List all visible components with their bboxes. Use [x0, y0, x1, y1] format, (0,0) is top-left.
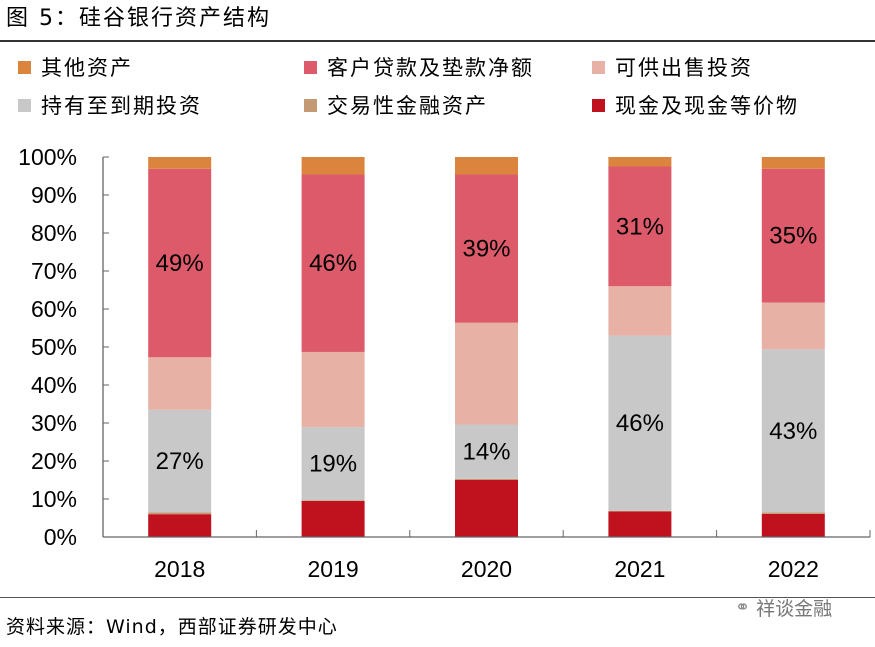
bar-segment — [301, 351, 365, 428]
watermark-text: 祥谈金融 — [756, 598, 833, 620]
legend-swatch — [304, 98, 317, 112]
figure-title: 图 5：硅谷银行资产结构 — [6, 6, 271, 31]
bar-segment — [301, 500, 365, 537]
legend-swatch — [18, 60, 31, 74]
y-tick-label: 70% — [31, 258, 77, 284]
legend-label: 可供出售投资 — [615, 56, 753, 80]
bar-segment — [148, 357, 212, 410]
legend-swatch — [592, 60, 605, 74]
watermark: ⚭ 祥谈金融 — [735, 594, 832, 621]
bar-segment — [608, 166, 672, 287]
x-tick-label: 2022 — [768, 556, 819, 582]
bar-segment — [608, 511, 672, 537]
bar-segment — [455, 174, 518, 323]
x-tick-label: 2018 — [154, 556, 205, 582]
bar-segment — [301, 157, 365, 175]
legend-label: 交易性金融资产 — [327, 94, 488, 118]
data-label: 49% — [156, 250, 204, 277]
bar-segment — [148, 512, 212, 515]
data-label: 46% — [616, 410, 664, 437]
legend-item: 可供出售投资 — [592, 52, 753, 82]
bar-segment — [761, 302, 825, 350]
legend-item: 持有至到期投资 — [18, 90, 202, 120]
y-tick-label: 50% — [31, 334, 77, 360]
legend-item: 现金及现金等价物 — [592, 90, 799, 120]
bar-segment — [301, 174, 365, 352]
x-tick-label: 2019 — [308, 556, 359, 582]
legend-swatch — [304, 60, 317, 74]
legend-item: 其他资产 — [18, 52, 133, 82]
legend-label: 客户贷款及垫款净额 — [327, 56, 534, 80]
bar-segment — [761, 512, 825, 514]
y-tick-label: 80% — [31, 220, 77, 246]
y-tick-label: 100% — [18, 144, 77, 170]
x-tick-label: 2020 — [461, 556, 512, 582]
bar-segment — [455, 322, 518, 425]
y-tick-label: 10% — [31, 486, 77, 512]
bar-segment — [455, 480, 518, 537]
bar-segment — [148, 514, 212, 537]
data-label: 19% — [309, 451, 357, 478]
data-label: 39% — [462, 236, 510, 263]
y-tick-label: 40% — [31, 372, 77, 398]
legend-label: 其他资产 — [41, 56, 133, 80]
y-tick-label: 20% — [31, 448, 77, 474]
top-rule — [0, 40, 875, 42]
data-label: 14% — [462, 439, 510, 466]
bar-segment — [761, 349, 825, 513]
data-label: 46% — [309, 250, 357, 277]
wechat-icon: ⚭ — [735, 597, 751, 618]
legend-item: 客户贷款及垫款净额 — [304, 52, 534, 82]
y-tick-label: 90% — [31, 182, 77, 208]
y-tick-label: 0% — [44, 524, 77, 550]
data-label: 35% — [769, 223, 817, 250]
legend-label: 持有至到期投资 — [41, 94, 202, 118]
bar-segment — [608, 286, 672, 336]
bottom-rule — [0, 597, 875, 598]
bar-segment — [608, 157, 672, 167]
bar-segment — [761, 513, 825, 537]
bar-segment — [148, 409, 212, 513]
y-tick-label: 60% — [31, 296, 77, 322]
data-label: 31% — [616, 213, 664, 240]
bar-segment — [761, 168, 825, 303]
legend-swatch — [592, 98, 605, 112]
bar-segment — [455, 478, 518, 480]
bar-segment — [608, 510, 672, 512]
bar-segment — [148, 168, 212, 358]
bar-segment — [455, 424, 518, 479]
bar-segment — [455, 157, 518, 175]
bar-segment — [608, 335, 672, 511]
bar-segment — [761, 157, 825, 169]
legend-label: 现金及现金等价物 — [615, 94, 799, 118]
data-label: 27% — [156, 448, 204, 475]
bar-segment — [301, 427, 365, 501]
legend-swatch — [18, 98, 31, 112]
source-note: 资料来源：Wind，西部证券研发中心 — [6, 616, 338, 638]
data-label: 43% — [769, 418, 817, 445]
y-tick-label: 30% — [31, 410, 77, 436]
legend-item: 交易性金融资产 — [304, 90, 488, 120]
bar-segment — [301, 500, 365, 501]
x-tick-label: 2021 — [614, 556, 665, 582]
bar-segment — [148, 157, 212, 169]
